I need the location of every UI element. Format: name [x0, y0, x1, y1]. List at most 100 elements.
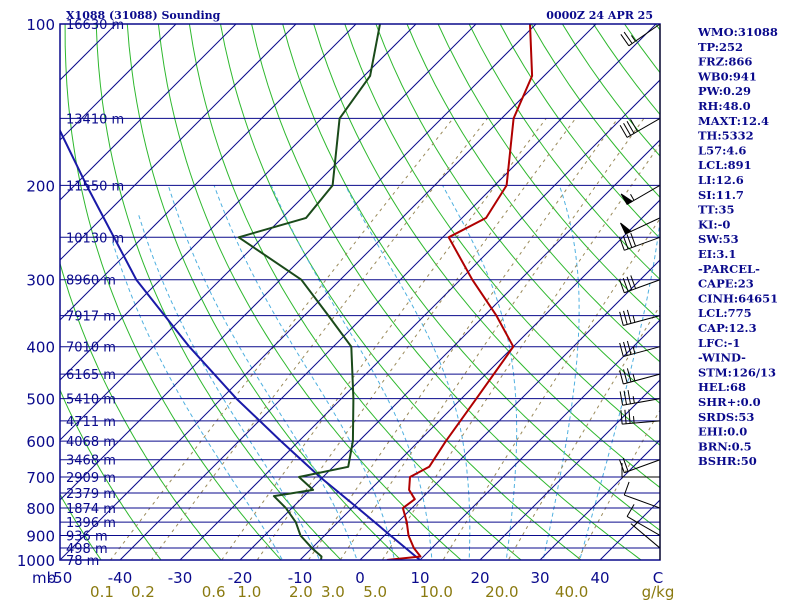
dry-adiabat — [60, 388, 162, 560]
dry-adiabat — [126, 24, 402, 560]
dry-adiabat — [468, 24, 660, 281]
moist-adiabat — [137, 212, 321, 560]
pressure-tick-label: 500 — [26, 391, 55, 409]
wind-barb — [619, 117, 661, 138]
temperature-tick-label: 20 — [470, 569, 489, 587]
height-label: 4711 m — [66, 415, 116, 430]
wind-barb — [619, 368, 661, 385]
dewpoint-trace — [237, 24, 381, 560]
wind-barb — [620, 217, 661, 235]
indices-panel: WMO:31088TP:252FRZ:866WB0:941PW:0.29RH:4… — [697, 25, 778, 468]
mixing-ratio-tick-label: 2.0 — [289, 583, 313, 600]
dry-adiabat — [157, 24, 462, 560]
height-label: 78 m — [66, 554, 99, 569]
isotherm — [359, 259, 660, 560]
index-item: SRDS:53 — [698, 410, 754, 424]
moist-adiabat — [112, 241, 283, 560]
index-item: CAP:12.3 — [698, 321, 757, 335]
index-item: BRN:0.5 — [698, 439, 752, 453]
isotherm — [60, 24, 477, 441]
pressure-tick-label: 100 — [26, 16, 55, 34]
dry-adiabat — [437, 24, 660, 322]
temperature-tick-label: -10 — [288, 569, 313, 587]
mixing-ratio-tick-label: 3.0 — [321, 583, 345, 600]
index-item: SHR+:0.0 — [698, 395, 761, 409]
index-item: -PARCEL- — [698, 262, 760, 276]
temperature-tick-label: 40 — [590, 569, 609, 587]
isotherm — [60, 24, 177, 141]
isotherm — [119, 24, 657, 560]
wind-barb — [620, 184, 661, 206]
height-label: 7917 m — [66, 310, 116, 325]
sounding-time: 0000Z 24 APR 25 — [546, 9, 653, 22]
index-item: WMO:31088 — [697, 25, 778, 39]
index-item: HEL:68 — [698, 380, 746, 394]
temperature-tick-label: 30 — [530, 569, 549, 587]
index-item: SW:53 — [698, 232, 739, 246]
pressure-tick-label: 1000 — [17, 552, 55, 570]
height-label: 6165 m — [66, 368, 116, 383]
dry-adiabat — [282, 24, 660, 531]
index-item: LCL:891 — [698, 158, 752, 172]
pressure-unit-label: mb — [32, 569, 56, 587]
isotherm — [299, 199, 660, 560]
index-item: EHI:0.0 — [698, 425, 747, 439]
isotherm — [419, 319, 660, 560]
isotherm — [60, 24, 597, 560]
mixing-ratio-tick-label: 40.0 — [555, 583, 588, 600]
height-label: 8960 m — [66, 274, 116, 289]
mixing-ratio-tick-label: 0.2 — [131, 583, 155, 600]
mixing-ratio-tick-label: 0.6 — [202, 583, 226, 600]
dry-adiabat — [406, 24, 660, 363]
wind-barb — [619, 309, 661, 326]
pressure-tick-label: 900 — [26, 527, 55, 545]
isotherm — [60, 24, 417, 381]
temperature-tick-label: -50 — [48, 569, 73, 587]
sounding-profiles — [60, 24, 534, 560]
station-title: X1088 (31088) Sounding — [66, 9, 221, 22]
dry-adiabat — [60, 261, 222, 560]
index-item: -WIND- — [698, 351, 746, 365]
wind-barb — [621, 462, 660, 478]
isotherm — [60, 24, 237, 201]
pressure-tick-label: 200 — [26, 177, 55, 195]
height-label: 3468 m — [66, 454, 116, 469]
index-item: CAPE:23 — [698, 277, 754, 291]
index-item: FRZ:866 — [698, 55, 752, 69]
height-label: 13410 m — [66, 112, 124, 127]
index-item: TP:252 — [698, 40, 743, 54]
index-item: TH:5332 — [698, 129, 754, 143]
height-label: 1396 m — [66, 516, 116, 531]
index-item: MAXT:12.4 — [698, 114, 769, 128]
height-label: 16630 m — [66, 18, 124, 33]
height-label: 4068 m — [66, 435, 116, 450]
temperature-tick-label: -20 — [228, 569, 253, 587]
index-item: RH:48.0 — [698, 99, 751, 113]
pressure-tick-label: 600 — [26, 433, 55, 451]
dry-adiabat — [188, 24, 522, 560]
index-item: BSHR:50 — [698, 454, 757, 468]
index-item: LI:12.6 — [698, 173, 744, 187]
mixing-ratio-unit-label: g/kg — [642, 583, 675, 600]
wind-barb — [620, 23, 661, 47]
moist-adiabat — [344, 185, 471, 560]
wind-barb — [619, 275, 661, 294]
wind-barb — [619, 389, 661, 406]
moist-adiabat — [270, 185, 433, 560]
temperature-tick-label: -40 — [108, 569, 133, 587]
height-label: 1874 m — [66, 502, 116, 517]
index-item: WB0:941 — [697, 69, 757, 83]
height-label: 11550 m — [66, 179, 124, 194]
wind-barb — [630, 520, 661, 549]
dry-adiabat — [60, 493, 102, 560]
height-label: 2379 m — [66, 487, 116, 502]
index-item: LFC:-1 — [698, 336, 740, 350]
dry-adiabat — [64, 24, 282, 560]
height-label: 7010 m — [66, 341, 116, 356]
height-label: 936 m — [66, 529, 108, 544]
isotherm — [179, 79, 660, 560]
isotherm — [60, 24, 357, 321]
parcel-trace — [60, 128, 421, 560]
wind-barb — [620, 409, 661, 425]
